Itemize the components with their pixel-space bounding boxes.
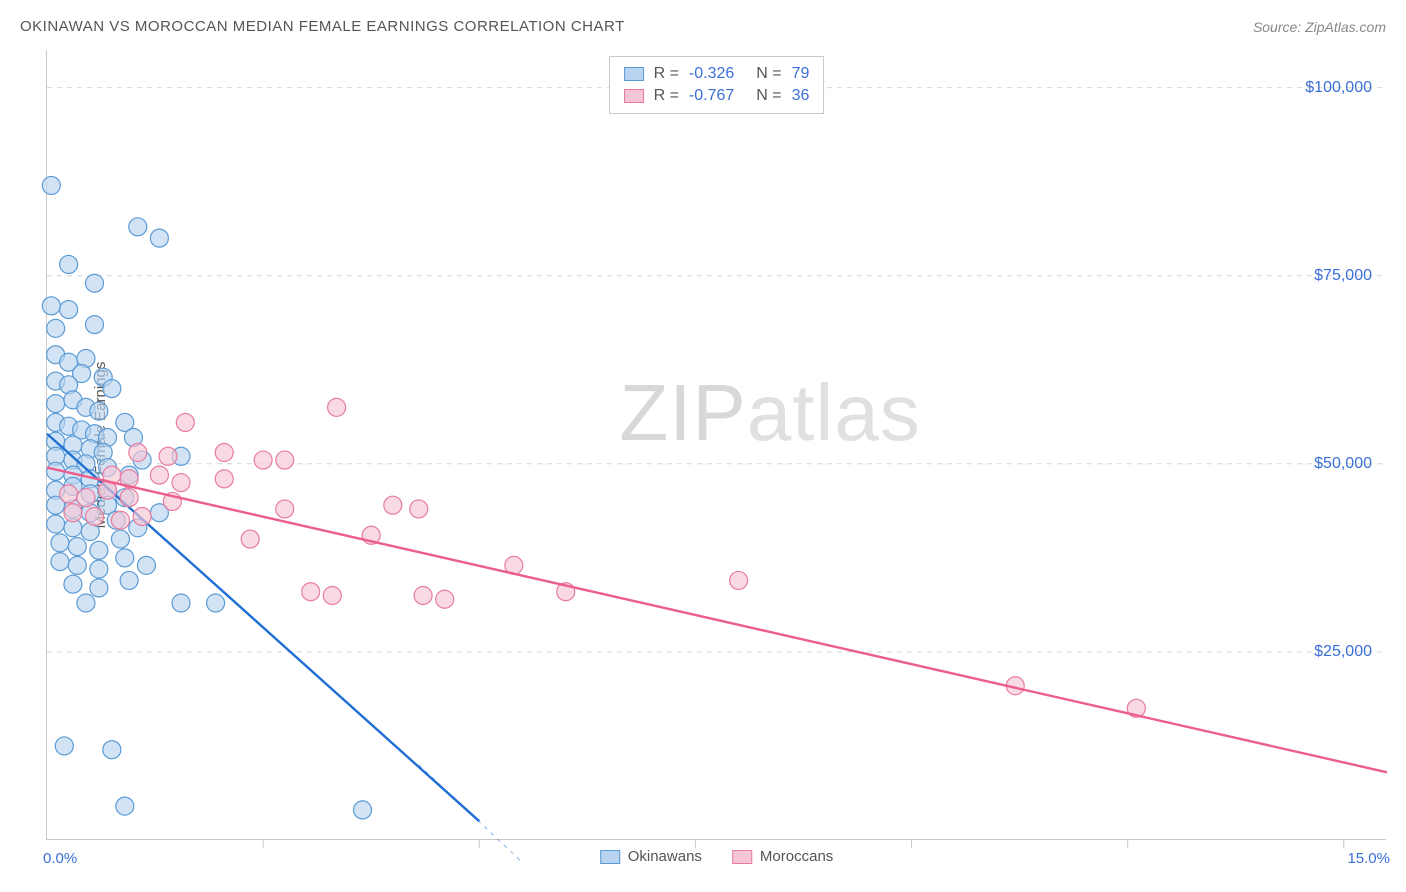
okinawans-point — [172, 594, 190, 612]
moroccans-point — [150, 466, 168, 484]
okinawans-point — [51, 553, 69, 571]
okinawans-point — [129, 218, 147, 236]
okinawans-point — [90, 541, 108, 559]
moroccans-point — [241, 530, 259, 548]
moroccans-point — [172, 474, 190, 492]
moroccans-point — [77, 489, 95, 507]
moroccans-point — [276, 451, 294, 469]
moroccans-point — [133, 507, 151, 525]
okinawans-point — [47, 515, 65, 533]
moroccans-point — [176, 413, 194, 431]
chart-svg — [47, 50, 1386, 839]
stats-box: R = -0.326 N = 79 R = -0.767 N = 36 — [609, 56, 825, 114]
y-tick-label: $75,000 — [1314, 267, 1372, 285]
okinawans-point — [86, 274, 104, 292]
moroccans-point — [64, 504, 82, 522]
okinawans-point — [354, 801, 372, 819]
moroccans-point — [215, 444, 233, 462]
chart-source: Source: ZipAtlas.com — [1253, 19, 1386, 35]
moroccans-point — [414, 586, 432, 604]
okinawans-point — [111, 530, 129, 548]
okinawans-point — [77, 594, 95, 612]
okinawans-point — [120, 571, 138, 589]
okinawans-point — [150, 229, 168, 247]
swatch-pink-icon — [732, 850, 752, 864]
moroccans-point — [254, 451, 272, 469]
okinawans-point — [86, 316, 104, 334]
swatch-blue-icon — [624, 67, 644, 81]
okinawans-point — [90, 560, 108, 578]
chart-header: OKINAWAN VS MOROCCAN MEDIAN FEMALE EARNI… — [20, 18, 1386, 35]
okinawans-point — [207, 594, 225, 612]
swatch-pink-icon — [624, 89, 644, 103]
y-tick-label: $25,000 — [1314, 643, 1372, 661]
okinawans-point — [103, 380, 121, 398]
okinawans-point — [42, 176, 60, 194]
legend-item-okinawans: Okinawans — [600, 848, 702, 865]
okinawans-point — [103, 741, 121, 759]
okinawans-point — [90, 579, 108, 597]
moroccans-point — [120, 489, 138, 507]
moroccans-point — [86, 507, 104, 525]
moroccans-point — [328, 398, 346, 416]
moroccans-point — [302, 583, 320, 601]
moroccans-point — [111, 511, 129, 529]
moroccans-trendline — [47, 468, 1387, 773]
okinawans-point — [42, 297, 60, 315]
y-tick-label: $50,000 — [1314, 455, 1372, 473]
okinawans-point — [68, 538, 86, 556]
okinawans-point — [116, 797, 134, 815]
okinawans-point — [68, 556, 86, 574]
moroccans-point — [730, 571, 748, 589]
y-tick-label: $100,000 — [1305, 79, 1372, 97]
moroccans-point — [410, 500, 428, 518]
moroccans-point — [384, 496, 402, 514]
okinawans-point — [90, 402, 108, 420]
moroccans-point — [159, 447, 177, 465]
okinawans-point — [60, 301, 78, 319]
stats-row-okinawans: R = -0.326 N = 79 — [624, 63, 810, 85]
moroccans-point — [60, 485, 78, 503]
okinawans-point — [47, 395, 65, 413]
okinawans-point — [47, 319, 65, 337]
legend-item-moroccans: Moroccans — [732, 848, 833, 865]
x-axis-max-label: 15.0% — [1347, 850, 1390, 867]
okinawans-point — [60, 255, 78, 273]
moroccans-point — [129, 444, 147, 462]
moroccans-point — [215, 470, 233, 488]
x-axis-min-label: 0.0% — [43, 850, 77, 867]
moroccans-point — [323, 586, 341, 604]
okinawans-point — [116, 549, 134, 567]
swatch-blue-icon — [600, 850, 620, 864]
moroccans-point — [436, 590, 454, 608]
chart-plot-area: ZIPatlas Median Female Earnings R = -0.3… — [46, 50, 1386, 840]
stats-row-moroccans: R = -0.767 N = 36 — [624, 85, 810, 107]
legend: Okinawans Moroccans — [600, 848, 834, 865]
moroccans-point — [276, 500, 294, 518]
okinawans-point — [137, 556, 155, 574]
okinawans-point — [64, 575, 82, 593]
okinawans-point — [55, 737, 73, 755]
okinawans-point — [51, 534, 69, 552]
chart-title: OKINAWAN VS MOROCCAN MEDIAN FEMALE EARNI… — [20, 18, 625, 35]
